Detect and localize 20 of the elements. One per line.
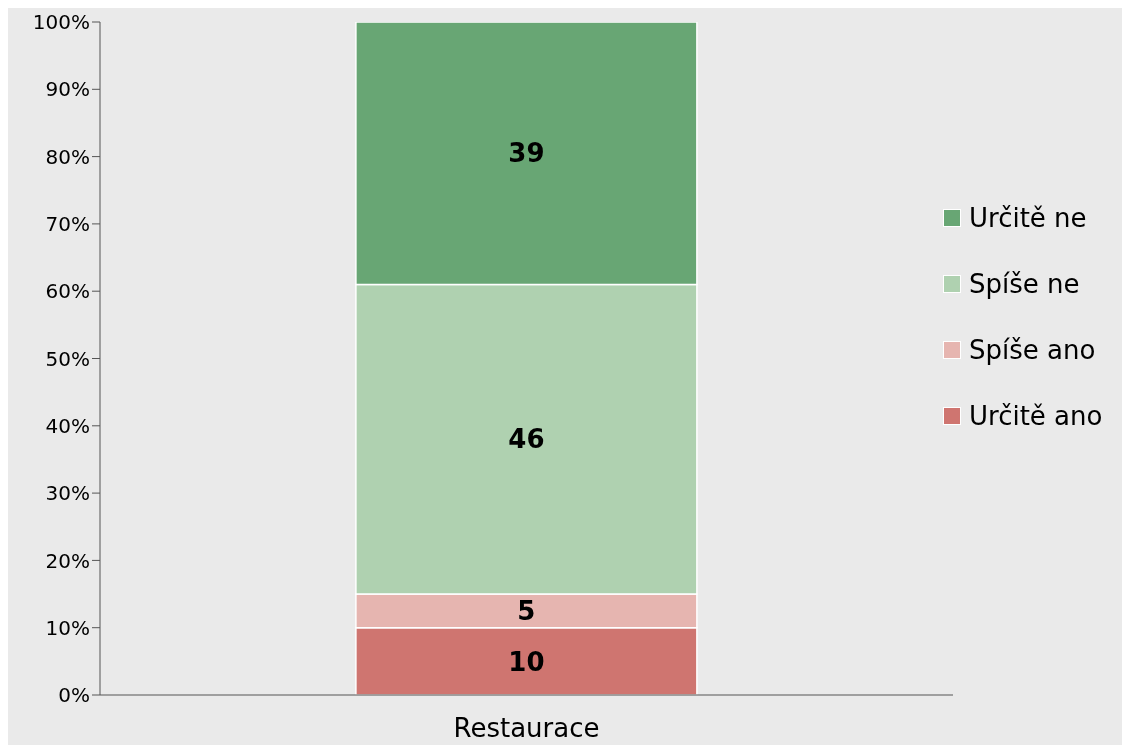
- y-tick-label: 40%: [45, 413, 90, 438]
- legend-label: Určitě ne: [969, 203, 1087, 233]
- y-tick-label: 100%: [32, 10, 90, 35]
- data-label: 5: [517, 596, 536, 627]
- y-tick-label: 70%: [45, 212, 90, 236]
- y-tick-label: 50%: [45, 346, 90, 371]
- legend-label: Určitě ano: [969, 401, 1103, 431]
- data-label: 39: [508, 138, 545, 169]
- y-tick-label: 30%: [45, 481, 90, 506]
- y-tick-label: 80%: [45, 144, 90, 169]
- y-tick-label: 20%: [45, 548, 90, 573]
- y-tick-label: 10%: [45, 615, 90, 640]
- legend-label: Spíše ne: [969, 269, 1080, 299]
- y-tick-label: 60%: [45, 279, 90, 304]
- y-tick-label: 0%: [58, 683, 90, 708]
- y-tick-label: 90%: [45, 77, 90, 102]
- data-label: 10: [508, 646, 545, 677]
- legend-label: Spíše ano: [969, 335, 1096, 365]
- x-tick-label: Restaurace: [453, 713, 600, 744]
- data-label: 46: [508, 424, 545, 455]
